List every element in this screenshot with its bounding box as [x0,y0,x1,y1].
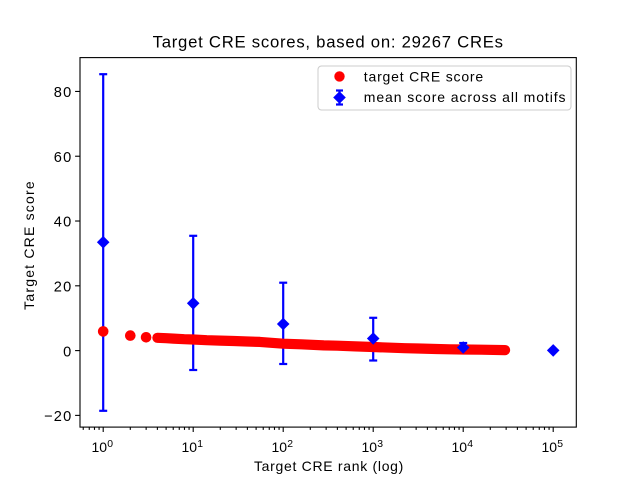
svg-text:10: 10 [92,439,108,455]
svg-text:1: 1 [197,439,203,450]
svg-text:0: 0 [107,439,113,450]
svg-text:10: 10 [272,439,288,455]
svg-text:target CRE score: target CRE score [364,69,484,85]
svg-text:20: 20 [54,280,73,296]
svg-text:mean score across all motifs: mean score across all motifs [364,89,567,105]
svg-text:5: 5 [557,439,563,450]
svg-text:2: 2 [287,439,293,450]
svg-text:10: 10 [182,439,198,455]
svg-text:4: 4 [467,439,473,450]
svg-text:60: 60 [54,150,73,166]
svg-text:10: 10 [362,439,378,455]
svg-text:Target CRE rank (log): Target CRE rank (log) [254,458,404,474]
svg-text:3: 3 [377,439,383,450]
svg-text:−20: −20 [44,409,73,425]
svg-text:10: 10 [452,439,468,455]
svg-text:Target CRE score: Target CRE score [21,180,37,310]
svg-text:Target CRE scores, based on: 2: Target CRE scores, based on: 29267 CREs [153,33,504,52]
svg-text:80: 80 [54,85,73,101]
svg-text:40: 40 [54,215,73,231]
svg-text:10: 10 [542,439,558,455]
svg-text:0: 0 [63,344,72,360]
